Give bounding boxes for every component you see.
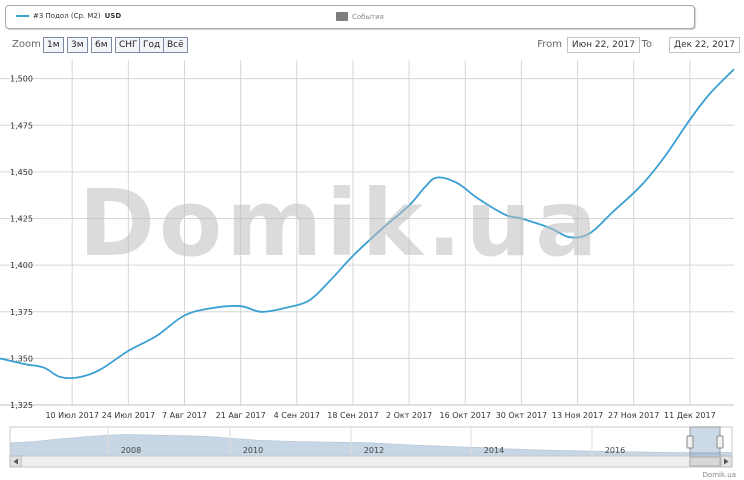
y-tick-label: 1,500 (10, 75, 33, 84)
x-tick-label: 10 Июл 2017 (45, 411, 98, 420)
navigator-year-label: 2012 (364, 446, 384, 455)
zoom-button-3m[interactable]: 3м (67, 37, 88, 53)
legend-series-unit: USD (104, 12, 122, 20)
x-gridlines (71, 60, 691, 405)
legend-events-box-icon (336, 12, 348, 21)
y-gridlines (0, 78, 734, 359)
to-date-input[interactable]: Дек 22, 2017 (669, 37, 740, 53)
series-line[interactable] (0, 68, 735, 379)
x-tick-label: 7 Авг 2017 (162, 411, 207, 420)
navigator-series-area (10, 434, 732, 457)
x-tick-label: 24 Июл 2017 (102, 411, 155, 420)
from-label: From (537, 39, 562, 50)
zoom-button-year[interactable]: Год (139, 37, 165, 53)
navigator-year-label: 2010 (243, 446, 263, 455)
x-tick-label: 13 Ноя 2017 (552, 411, 603, 420)
y-tick-label: 1,425 (10, 215, 33, 224)
legend-series-label: #3 Подол (Ср. М2) (33, 12, 101, 20)
y-tick-label: 1,350 (10, 354, 33, 363)
legend-item-events[interactable]: События (336, 12, 384, 21)
credit-link[interactable]: Domik.ua (702, 471, 736, 479)
to-label: To (641, 39, 652, 50)
x-tick-label: 27 Ноя 2017 (608, 411, 659, 420)
x-tick-label: 4 Сен 2017 (274, 411, 320, 420)
y-axis-labels: 1,325 1,350 1,375 1,400 1,425 1,450 1,475 1,500 (10, 75, 33, 410)
x-tick-label: 30 Окт 2017 (496, 411, 547, 420)
zoom-button-6m[interactable]: 6м (91, 37, 112, 53)
zoom-label: Zoom (12, 39, 41, 50)
legend-events-label: События (352, 12, 384, 21)
from-date-input[interactable]: Июн 22, 2017 (566, 37, 640, 53)
scrollbar-right-arrow-icon (724, 458, 729, 465)
scrollbar-thumb[interactable] (689, 456, 721, 467)
navigator-left-handle[interactable] (686, 435, 694, 449)
legend-series-line-icon (16, 15, 29, 17)
legend: #3 Подол (Ср. М2) USD События (5, 5, 695, 29)
navigator-year-label: 2008 (121, 446, 141, 455)
x-tick-label: 2 Окт 2017 (386, 411, 432, 420)
legend-item-series[interactable]: #3 Подол (Ср. М2) USD (16, 12, 121, 20)
y-tick-label: 1,400 (10, 261, 33, 270)
range-selector: Zoom 1м 3м 6м СНГ Год Всё From Июн 22, 2… (12, 37, 740, 53)
y-tick-label: 1,475 (10, 121, 33, 130)
navigator-year-label: 2016 (605, 446, 625, 455)
navigator-year-labels: 2008 2010 2012 2014 2016 (107, 427, 625, 456)
y-tick-label: 1,375 (10, 308, 33, 317)
y-tick-label: 1,325 (10, 401, 33, 410)
navigator-year-label: 2014 (484, 446, 504, 455)
x-tick-label: 16 Окт 2017 (440, 411, 491, 420)
navigator-right-handle[interactable] (716, 435, 724, 449)
navigator[interactable]: 2008 2010 2012 2014 2016 (9, 426, 733, 468)
zoom-button-1m[interactable]: 1м (43, 37, 64, 53)
y-tick-label: 1,450 (10, 168, 33, 177)
zoom-button-ytd[interactable]: СНГ (115, 37, 142, 53)
x-tick-label: 18 Сен 2017 (327, 411, 378, 420)
x-axis-labels: 10 Июл 2017 24 Июл 2017 7 Авг 2017 21 Авг 2… (45, 411, 715, 420)
navigator-scrollbar[interactable] (9, 455, 733, 468)
zoom-button-all[interactable]: Всё (163, 37, 188, 53)
scrollbar-left-arrow-icon (13, 458, 18, 465)
x-tick-label: 11 Дек 2017 (664, 411, 716, 420)
x-tick-label: 21 Авг 2017 (216, 411, 266, 420)
